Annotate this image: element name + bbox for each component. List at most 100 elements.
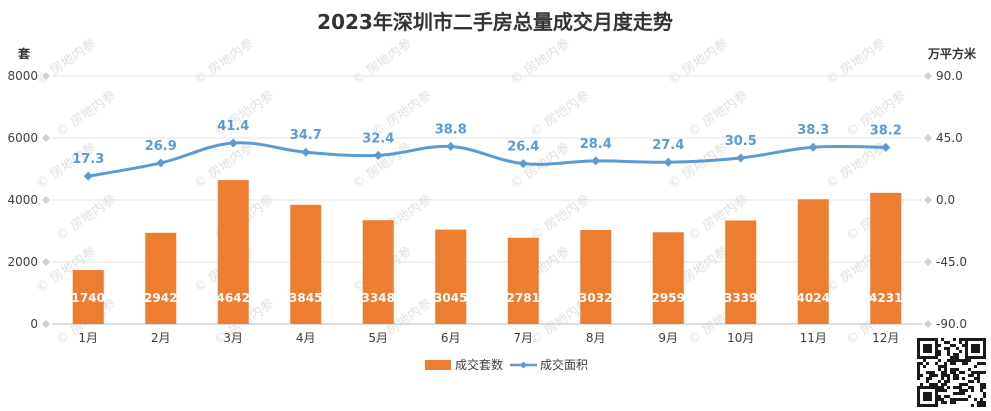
qr-module bbox=[929, 392, 932, 395]
qr-module bbox=[977, 371, 980, 374]
legend-label-line: 成交面积 bbox=[540, 357, 588, 372]
right-axis-unit: 万平方米 bbox=[927, 46, 977, 61]
line-point bbox=[591, 156, 601, 166]
qr-module bbox=[965, 341, 968, 344]
qr-module bbox=[923, 365, 926, 368]
qr-module bbox=[938, 365, 941, 368]
qr-module bbox=[980, 404, 983, 407]
qr-module bbox=[980, 338, 983, 341]
x-axis-tick-label: 11月 bbox=[800, 331, 827, 345]
left-axis-tick-label: 4000 bbox=[7, 193, 38, 207]
qr-module bbox=[971, 386, 974, 389]
qr-module bbox=[938, 389, 941, 392]
qr-module bbox=[950, 401, 953, 404]
watermark-text: © 房地内参 bbox=[685, 88, 751, 141]
watermark-text: © 房地内参 bbox=[507, 36, 573, 89]
qr-module bbox=[917, 371, 920, 374]
qr-module bbox=[944, 341, 947, 344]
qr-module bbox=[920, 362, 923, 365]
qr-module bbox=[935, 341, 938, 344]
qr-module bbox=[956, 392, 959, 395]
qr-module bbox=[926, 356, 929, 359]
qr-module bbox=[953, 356, 956, 359]
qr-module bbox=[917, 374, 920, 377]
qr-module bbox=[941, 338, 944, 341]
qr-module bbox=[944, 371, 947, 374]
bar-value-label: 4642 bbox=[217, 291, 250, 305]
qr-module bbox=[923, 395, 926, 398]
bar-value-label: 4024 bbox=[797, 291, 830, 305]
left-axis-unit: 套 bbox=[17, 46, 31, 61]
qr-module bbox=[947, 380, 950, 383]
right-tick-marker bbox=[924, 196, 932, 204]
line-value-label: 38.8 bbox=[435, 123, 467, 138]
qr-module bbox=[980, 383, 983, 386]
left-axis-tick-label: 2000 bbox=[7, 255, 38, 269]
bar bbox=[362, 220, 394, 324]
qr-module bbox=[968, 338, 971, 341]
qr-module bbox=[959, 383, 962, 386]
qr-module bbox=[941, 389, 944, 392]
qr-module bbox=[974, 356, 977, 359]
qr-module bbox=[941, 374, 944, 377]
qr-module bbox=[950, 359, 953, 362]
line-value-label: 38.2 bbox=[870, 123, 902, 138]
bar bbox=[435, 229, 467, 324]
qr-module bbox=[959, 338, 962, 341]
bar-series: 1740 2942 4642 3845 3348 3045 2781 3032 2959 3339… bbox=[72, 180, 902, 324]
qr-module bbox=[920, 338, 923, 341]
legend-label-bars: 成交套数 bbox=[455, 357, 503, 372]
qr-module bbox=[935, 389, 938, 392]
bar bbox=[725, 220, 757, 324]
qr-module bbox=[977, 377, 980, 380]
right-axis-ticks: -90.0 -45.0 0.0 45.0 90.0 bbox=[936, 69, 967, 331]
qr-module bbox=[950, 368, 953, 371]
qr-module bbox=[965, 338, 968, 341]
qr-module bbox=[941, 401, 944, 404]
qr-module bbox=[917, 353, 920, 356]
bar bbox=[72, 270, 104, 324]
line-series: 17.3 26.9 41.4 34.7 32.4 38.8 26.4 28.4 27.4 30.5… bbox=[72, 119, 902, 181]
qr-module bbox=[959, 359, 962, 362]
right-tick-marker bbox=[924, 320, 932, 328]
qr-module bbox=[977, 350, 980, 353]
qr-module bbox=[953, 368, 956, 371]
watermark-text: © 房地内参 bbox=[53, 88, 119, 141]
qr-module bbox=[977, 338, 980, 341]
qr-module bbox=[938, 344, 941, 347]
left-tick-marker bbox=[42, 320, 50, 328]
left-tick-marker bbox=[42, 134, 50, 142]
line-point bbox=[301, 147, 311, 157]
line-value-label: 34.7 bbox=[290, 128, 322, 143]
qr-module bbox=[962, 338, 965, 341]
qr-module bbox=[932, 356, 935, 359]
line-value-label: 38.3 bbox=[797, 123, 829, 138]
qr-module bbox=[917, 398, 920, 401]
qr-module bbox=[932, 374, 935, 377]
right-axis-tick-label: -45.0 bbox=[936, 255, 967, 269]
qr-module bbox=[941, 371, 944, 374]
qr-module bbox=[923, 356, 926, 359]
qr-module bbox=[947, 359, 950, 362]
qr-module bbox=[947, 347, 950, 350]
right-axis-tick-label: 90.0 bbox=[936, 69, 963, 83]
bar bbox=[580, 230, 612, 324]
qr-module bbox=[977, 356, 980, 359]
qr-module bbox=[926, 392, 929, 395]
qr-module bbox=[920, 383, 923, 386]
qr-module bbox=[953, 344, 956, 347]
qr-module bbox=[917, 377, 920, 380]
line-point bbox=[881, 142, 891, 152]
qr-module bbox=[917, 347, 920, 350]
gridlines bbox=[42, 72, 932, 328]
qr-module bbox=[983, 395, 986, 398]
qr-module bbox=[947, 386, 950, 389]
qr-module bbox=[935, 362, 938, 365]
qr-module bbox=[974, 338, 977, 341]
qr-module bbox=[941, 383, 944, 386]
left-tick-marker bbox=[42, 258, 50, 266]
qr-module bbox=[917, 395, 920, 398]
qr-module bbox=[980, 401, 983, 404]
qr-module bbox=[983, 338, 986, 341]
qr-module bbox=[941, 386, 944, 389]
